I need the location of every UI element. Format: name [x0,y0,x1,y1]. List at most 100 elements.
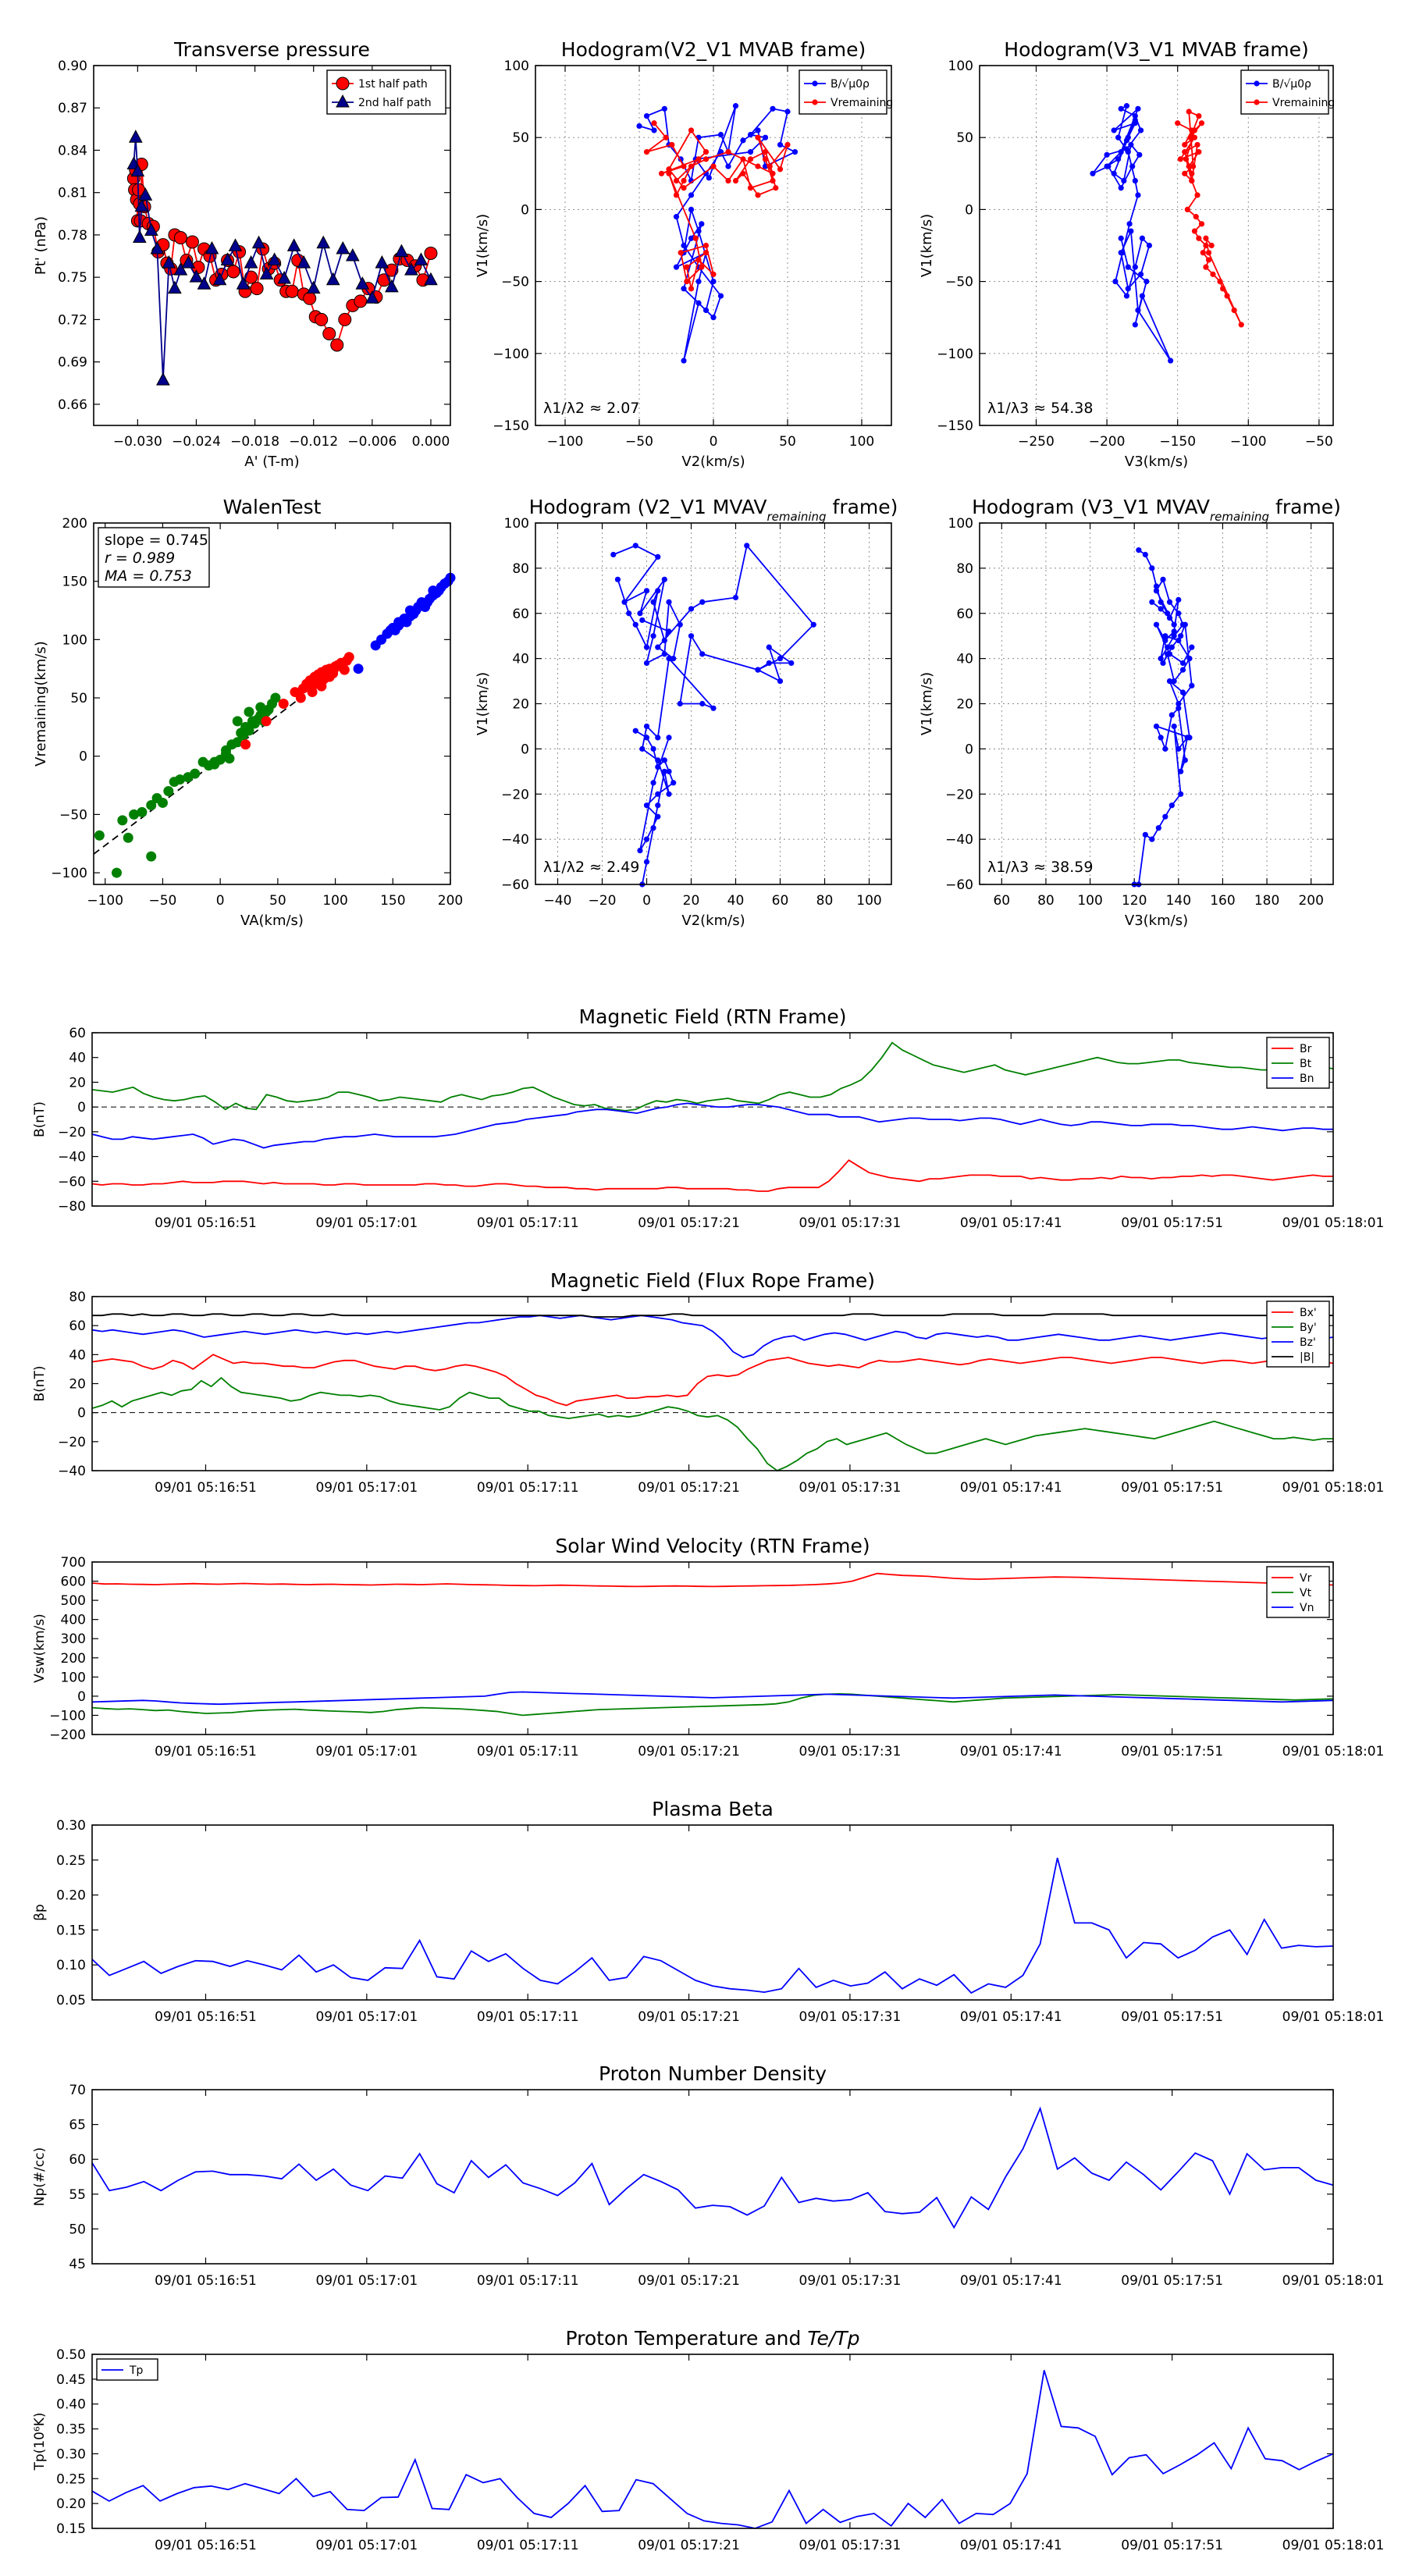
legend-label: 2nd half path [358,97,432,109]
data-point [755,192,761,198]
tick-label-x: 0 [710,434,718,450]
chart-title-text: Hodogram(V3_V1 MVAB frame) [1004,38,1308,61]
tick-label-y: 100 [504,516,529,532]
data-point [1189,177,1195,184]
tick-label-y: 0.30 [56,1818,86,1834]
plot-frame [93,65,451,426]
data-point [267,252,282,265]
data-point [706,175,712,181]
data-point [1168,644,1175,650]
data-point [710,163,717,169]
data-point [632,543,638,549]
time-tick-label: 09/01 05:17:21 [638,2009,740,2025]
tick-label-x: −100 [547,434,584,450]
data-point [744,543,750,549]
data-point [661,768,667,774]
data-point [1198,221,1205,227]
x-axis-label: VA(km/s) [240,913,304,929]
time-tick-label: 09/01 05:17:21 [638,2273,740,2289]
data-point [1168,712,1175,718]
tick-label-y: 200 [61,1651,86,1667]
tick-label-y: 0.25 [56,2471,86,2487]
data-point [1193,214,1199,220]
time-tick-label: 09/01 05:18:01 [1282,1215,1385,1231]
tick-label-x: −0.012 [289,434,338,450]
data-point [1166,614,1173,621]
time-tick-label: 09/01 05:17:31 [799,1215,902,1231]
tick-label-x: 0.000 [412,434,450,450]
time-tick-label: 09/01 05:17:31 [799,1744,902,1759]
scatter-point [244,725,254,736]
scatter-point [232,737,243,748]
data-point [1137,271,1144,277]
data-point [1162,745,1168,752]
data-point [1176,596,1182,603]
time-tick-label: 09/01 05:17:51 [1121,2009,1223,2025]
y-axis-label: V1(km/s) [475,214,491,277]
data-point [1132,117,1138,123]
series-line [91,1857,1334,1994]
data-point [732,103,739,109]
data-point [1178,633,1184,639]
data-point [639,745,646,752]
scatter-point [393,617,404,628]
series-line [133,164,432,347]
data-point [1179,667,1186,673]
tick-label-y: 80 [956,561,973,577]
tick-label-x: −50 [625,434,653,450]
legend-swatch-marker [336,94,350,108]
data-point [661,576,667,582]
time-tick-label: 09/01 05:17:41 [960,1744,1062,1759]
tick-label-y: 0.25 [56,1853,86,1869]
chart-title: Hodogram (V3_V1 MVAVremaining frame) [972,496,1341,524]
data-point [770,170,776,176]
time-tick-label: 09/01 05:16:51 [155,1480,257,1496]
scatter-point [137,806,148,817]
tick-label-y: −40 [501,832,529,848]
tick-label-y: −50 [501,275,529,290]
data-point [365,290,379,304]
data-point [185,235,199,249]
data-point [669,141,675,148]
tick-label-x: 100 [1077,893,1102,909]
time-tick-label: 09/01 05:17:41 [960,1480,1062,1496]
data-point [1182,141,1188,148]
tick-label-y: 150 [62,575,87,590]
data-point [414,252,429,265]
data-point [1231,307,1237,314]
legend-label: Vt [1300,1587,1312,1599]
data-point [1142,551,1148,558]
tick-label-x: 80 [816,893,834,909]
data-point [1194,141,1200,148]
data-point [1135,192,1141,198]
tick-label-y: 0 [521,202,529,218]
tick-label-y: 40 [69,1347,86,1363]
tick-label-x: −0.024 [172,434,221,450]
data-point [614,576,621,582]
series-line [1151,600,1193,664]
time-tick-label: 09/01 05:17:51 [1121,1744,1223,1759]
time-tick-label: 09/01 05:17:31 [799,2273,902,2289]
plot-frame [979,65,1334,426]
data-point [732,594,739,601]
data-point [766,644,772,650]
scatter-point [428,585,439,596]
plot-frame [91,1296,1334,1471]
data-point [1189,682,1195,688]
chart-panel-wt: WalenTest −100 −50 0 50 100 150 200 −100 −50 0 50 10… [33,496,463,929]
tick-label-y: 0.15 [56,1923,86,1938]
tick-label-y: −60 [501,877,529,893]
time-tick-label: 09/01 05:17:31 [799,2538,902,2553]
tick-label-x: −50 [1305,434,1333,450]
data-point [777,656,784,662]
data-point [695,156,702,162]
time-tick-label: 09/01 05:18:01 [1282,1744,1385,1759]
data-point [681,286,687,292]
tick-label-y: 20 [512,697,529,713]
data-point [404,262,418,276]
tick-label-x: −20 [589,893,617,909]
data-point [1196,112,1202,119]
scatter-point [232,716,243,727]
data-point [643,149,650,155]
chart-title-subscript: remaining [767,510,827,524]
